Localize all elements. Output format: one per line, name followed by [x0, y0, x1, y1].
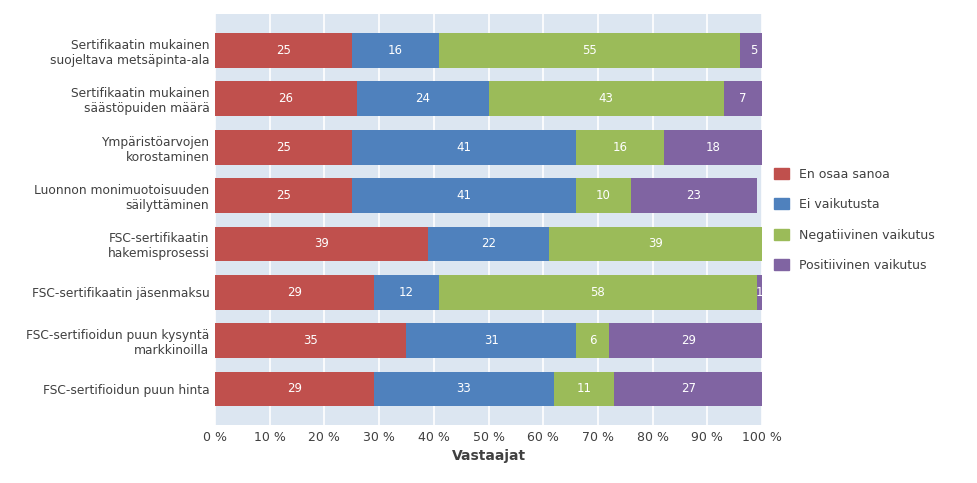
Text: 25: 25 — [276, 189, 291, 202]
Bar — [756, 275, 762, 310]
Bar — [663, 130, 762, 165]
Text: 25: 25 — [276, 44, 291, 57]
Bar — [631, 178, 756, 213]
Bar — [215, 33, 352, 68]
Bar — [352, 130, 576, 165]
Bar — [615, 371, 762, 406]
Bar — [549, 227, 762, 261]
Text: 18: 18 — [705, 141, 720, 154]
Bar — [215, 323, 406, 358]
Text: 33: 33 — [456, 383, 471, 396]
Text: 22: 22 — [481, 238, 496, 251]
Bar — [440, 33, 741, 68]
Bar — [488, 82, 724, 116]
Bar — [440, 275, 756, 310]
Bar — [215, 227, 428, 261]
Text: 11: 11 — [576, 383, 592, 396]
Text: 35: 35 — [303, 334, 319, 347]
Bar — [406, 323, 576, 358]
Bar — [724, 82, 762, 116]
Bar — [215, 371, 373, 406]
Text: 27: 27 — [681, 383, 696, 396]
Bar — [373, 371, 554, 406]
Text: 31: 31 — [484, 334, 498, 347]
Text: 25: 25 — [276, 141, 291, 154]
Bar — [609, 323, 768, 358]
Bar — [428, 227, 549, 261]
Bar — [576, 323, 609, 358]
Bar — [215, 82, 358, 116]
Bar — [352, 178, 576, 213]
Text: 29: 29 — [681, 334, 696, 347]
Text: 43: 43 — [599, 92, 614, 105]
Text: 24: 24 — [415, 92, 430, 105]
Bar — [741, 33, 768, 68]
Text: 10: 10 — [596, 189, 611, 202]
Text: 29: 29 — [287, 286, 302, 299]
Bar — [576, 130, 663, 165]
Text: 12: 12 — [399, 286, 414, 299]
Bar — [373, 275, 440, 310]
Text: 41: 41 — [456, 189, 471, 202]
Text: 39: 39 — [648, 238, 662, 251]
Text: 23: 23 — [686, 189, 701, 202]
Bar — [215, 275, 373, 310]
Text: 5: 5 — [750, 44, 757, 57]
Legend: En osaa sanoa, Ei vaikutusta, Negatiivinen vaikutus, Positiivinen vaikutus: En osaa sanoa, Ei vaikutusta, Negatiivin… — [774, 168, 935, 272]
Text: 1: 1 — [755, 286, 763, 299]
X-axis label: Vastaajat: Vastaajat — [451, 449, 526, 463]
Text: 6: 6 — [589, 334, 596, 347]
Bar — [358, 82, 488, 116]
Text: 16: 16 — [613, 141, 627, 154]
Text: 29: 29 — [287, 383, 302, 396]
Bar — [215, 178, 352, 213]
Text: 39: 39 — [315, 238, 329, 251]
Bar — [554, 371, 615, 406]
Text: 41: 41 — [456, 141, 471, 154]
Text: 7: 7 — [740, 92, 746, 105]
Bar — [352, 33, 440, 68]
Bar — [576, 178, 631, 213]
Text: 26: 26 — [278, 92, 293, 105]
Text: 58: 58 — [590, 286, 606, 299]
Bar — [215, 130, 352, 165]
Text: 55: 55 — [582, 44, 597, 57]
Text: 16: 16 — [388, 44, 403, 57]
